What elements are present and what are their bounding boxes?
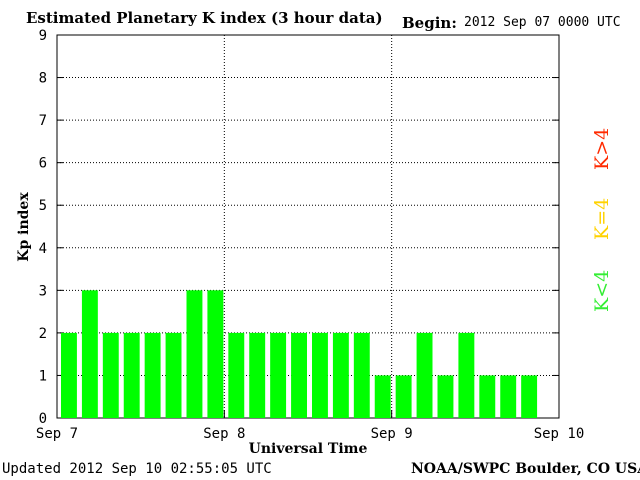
kp-bar <box>270 332 287 418</box>
y-tick-label: 7 <box>39 113 47 129</box>
y-tick-label: 0 <box>39 411 47 427</box>
kp-bar <box>479 375 496 418</box>
kp-bar <box>521 375 538 418</box>
x-tick-label: Sep 9 <box>371 426 413 442</box>
kp-bar <box>374 375 391 418</box>
kp-bar <box>102 332 119 418</box>
y-tick-label: 1 <box>39 368 47 384</box>
kp-bar <box>186 290 203 418</box>
kp-bar <box>228 332 245 418</box>
y-tick-label: 3 <box>39 283 47 299</box>
begin-date: 2012 Sep 07 0000 UTC <box>464 15 621 30</box>
x-axis-title: Universal Time <box>249 441 368 457</box>
legend-k-less-than-4: K<4 <box>591 269 613 312</box>
begin-label: Begin: <box>402 14 457 32</box>
kp-bar <box>395 375 412 418</box>
kp-bar <box>61 332 77 418</box>
x-tick-label: Sep 10 <box>534 426 585 442</box>
legend-k-equals-4: K=4 <box>591 197 613 240</box>
kp-bar <box>437 375 454 418</box>
kp-bar <box>123 332 140 418</box>
y-tick-label: 9 <box>39 28 47 44</box>
kp-bar <box>312 332 328 418</box>
legend-k-greater-than-4: K>4 <box>591 127 613 170</box>
y-tick-label: 6 <box>39 156 47 172</box>
kp-bar <box>458 332 475 418</box>
chart-title: Estimated Planetary K index (3 hour data… <box>26 9 383 27</box>
kp-bar <box>416 332 433 418</box>
data-source: NOAA/SWPC Boulder, CO USA <box>411 461 640 477</box>
y-tick-label: 4 <box>39 241 47 257</box>
kp-bar <box>500 375 517 418</box>
kp-bar <box>353 332 370 418</box>
plot-area <box>56 34 560 419</box>
kp-bar <box>207 290 224 418</box>
y-axis-title: Kp index <box>16 192 32 262</box>
kp-bar <box>249 332 266 418</box>
y-tick-label: 2 <box>39 326 47 342</box>
kp-bar <box>165 332 182 418</box>
x-tick-label: Sep 8 <box>203 426 245 442</box>
kp-bar <box>291 332 307 418</box>
kp-bar <box>332 332 349 418</box>
kp-bar <box>144 332 161 418</box>
updated-timestamp: Updated 2012 Sep 10 02:55:05 UTC <box>2 461 272 477</box>
kp-bar <box>81 290 98 418</box>
y-tick-label: 5 <box>39 198 47 214</box>
y-tick-label: 8 <box>39 71 47 87</box>
x-tick-label: Sep 7 <box>36 426 78 442</box>
